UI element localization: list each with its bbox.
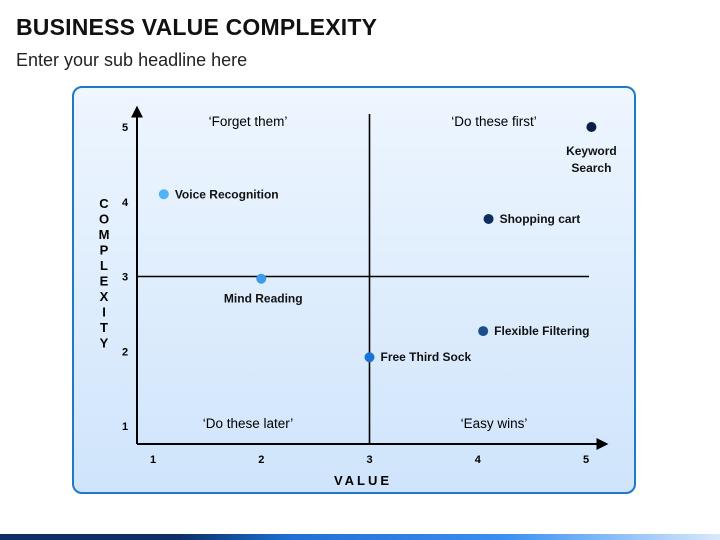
quadrant-label-top-right: ‘Do these first’ (451, 114, 537, 129)
x-tick-label: 2 (258, 454, 264, 466)
page-subtitle: Enter your sub headline here (16, 50, 248, 70)
footer-bar (0, 534, 720, 540)
quadrant-labels: ‘Forget them’ ‘Do these first’ ‘Do these l… (203, 114, 537, 431)
data-points: Voice Recognition Mind Reading Free Third … (158, 122, 617, 364)
data-point (364, 352, 375, 363)
x-tick-label: 5 (583, 454, 589, 466)
x-tick-labels: 1 2 3 4 5 (150, 454, 589, 466)
point-label: Mind Reading (224, 292, 303, 306)
x-tick-label: 1 (150, 454, 156, 466)
x-tick-label: 3 (366, 454, 372, 466)
y-tick-label: 5 (122, 122, 128, 134)
quadrant-label-bottom-left: ‘Do these later’ (203, 416, 294, 431)
quadrant-label-top-left: ‘Forget them’ (209, 114, 288, 129)
y-tick-label: 1 (122, 421, 128, 433)
data-point (478, 326, 489, 337)
y-tick-label: 3 (122, 272, 128, 284)
data-point (256, 273, 267, 284)
y-tick-labels: 1 2 3 4 5 (122, 122, 129, 433)
point-label: Shopping cart (500, 212, 581, 226)
quadrant-label-bottom-right: ‘Easy wins’ (461, 416, 528, 431)
data-point (483, 213, 494, 224)
data-point (158, 189, 169, 200)
x-axis-label: VALUE (334, 473, 392, 488)
point-label: Voice Recognition (175, 187, 279, 201)
page-title: BUSINESS VALUE COMPLEXITY (16, 14, 378, 40)
y-tick-label: 2 (122, 346, 128, 358)
y-tick-label: 4 (122, 197, 129, 209)
point-label: Keyword Search (566, 144, 617, 175)
x-tick-label: 4 (475, 454, 482, 466)
chart-panel (72, 86, 636, 494)
point-label: Flexible Filtering (494, 324, 589, 338)
point-label: Free Third Sock (381, 350, 472, 364)
data-point (586, 122, 597, 132)
